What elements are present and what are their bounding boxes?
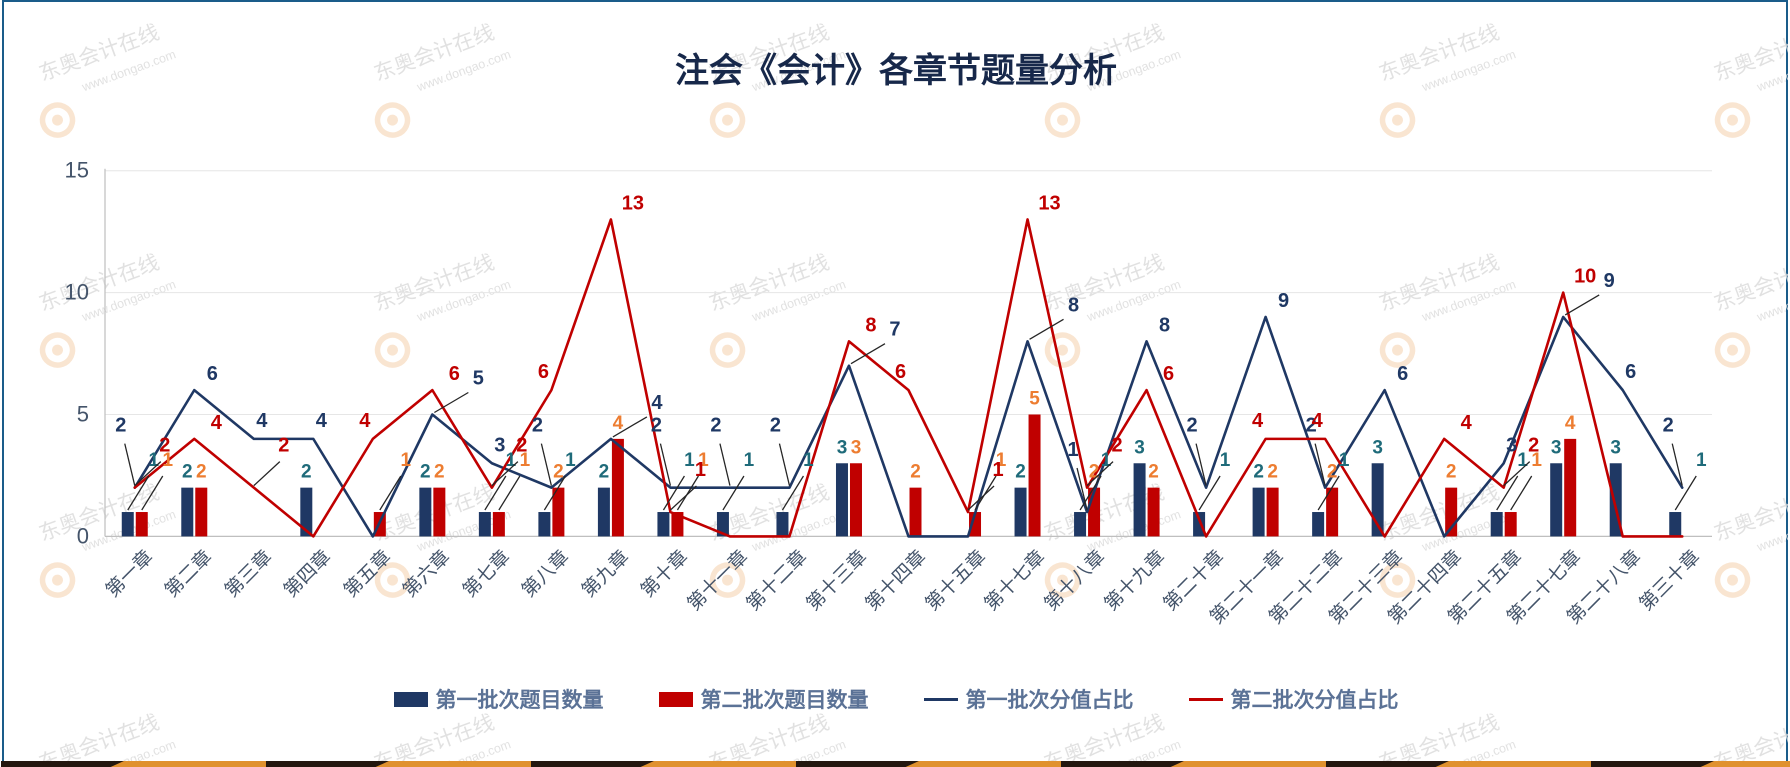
svg-text:3: 3: [1134, 437, 1145, 458]
svg-text:6: 6: [207, 363, 218, 385]
svg-text:2: 2: [1111, 435, 1122, 457]
svg-text:6: 6: [1397, 363, 1408, 385]
svg-text:2: 2: [434, 462, 445, 483]
svg-text:2: 2: [196, 462, 207, 483]
svg-text:1: 1: [684, 450, 695, 471]
svg-text:2: 2: [599, 462, 610, 483]
svg-text:2: 2: [420, 462, 431, 483]
svg-text:6: 6: [1625, 361, 1636, 383]
svg-text:13: 13: [622, 192, 644, 214]
svg-text:2: 2: [1253, 462, 1264, 483]
svg-text:4: 4: [256, 410, 268, 432]
svg-text:1: 1: [992, 459, 1003, 481]
svg-text:3: 3: [1506, 434, 1517, 456]
svg-text:2: 2: [115, 415, 126, 437]
svg-text:2: 2: [1446, 462, 1457, 483]
svg-text:2: 2: [182, 462, 193, 483]
svg-text:6: 6: [1163, 363, 1174, 385]
svg-text:4: 4: [211, 412, 223, 434]
svg-text:2: 2: [1015, 462, 1026, 483]
svg-text:3: 3: [1551, 437, 1562, 458]
svg-text:4: 4: [1461, 412, 1473, 434]
svg-text:2: 2: [1187, 415, 1198, 437]
svg-text:13: 13: [1038, 192, 1060, 214]
svg-text:3: 3: [494, 434, 505, 456]
svg-text:0: 0: [77, 523, 89, 548]
svg-text:9: 9: [1278, 290, 1289, 312]
svg-text:1: 1: [1220, 450, 1231, 471]
svg-text:2: 2: [159, 435, 170, 457]
svg-text:6: 6: [538, 361, 549, 383]
svg-text:2: 2: [1327, 462, 1338, 483]
svg-text:3: 3: [1372, 437, 1383, 458]
svg-text:1: 1: [1339, 450, 1350, 471]
svg-text:5: 5: [1029, 389, 1040, 410]
svg-text:15: 15: [65, 158, 89, 183]
svg-text:2: 2: [770, 415, 781, 437]
svg-text:2: 2: [1267, 462, 1278, 483]
svg-text:1: 1: [565, 450, 576, 471]
svg-text:1: 1: [744, 450, 755, 471]
svg-text:2: 2: [651, 415, 662, 437]
svg-text:1: 1: [1067, 439, 1078, 461]
svg-text:8: 8: [1159, 314, 1170, 336]
svg-text:4: 4: [359, 410, 371, 432]
svg-text:7: 7: [889, 319, 900, 341]
svg-text:4: 4: [1252, 410, 1264, 432]
svg-text:9: 9: [1604, 270, 1615, 292]
svg-text:6: 6: [895, 361, 906, 383]
svg-text:2: 2: [553, 462, 564, 483]
svg-text:3: 3: [851, 437, 862, 458]
svg-text:4: 4: [316, 410, 328, 432]
svg-text:2: 2: [516, 435, 527, 457]
svg-text:2: 2: [1663, 415, 1674, 437]
svg-text:1: 1: [401, 450, 412, 471]
svg-text:4: 4: [651, 392, 663, 414]
svg-text:4: 4: [1565, 413, 1576, 434]
svg-text:4: 4: [613, 413, 624, 434]
svg-text:4: 4: [1312, 410, 1324, 432]
svg-text:3: 3: [1610, 437, 1621, 458]
svg-text:1: 1: [695, 459, 706, 481]
svg-text:2: 2: [278, 435, 289, 457]
svg-text:1: 1: [803, 450, 814, 471]
svg-text:2: 2: [710, 415, 721, 437]
svg-text:2: 2: [1148, 462, 1159, 483]
svg-text:2: 2: [301, 462, 312, 483]
svg-text:2: 2: [910, 462, 921, 483]
svg-text:5: 5: [77, 402, 89, 427]
svg-text:3: 3: [837, 437, 848, 458]
svg-text:10: 10: [65, 280, 89, 305]
svg-text:2: 2: [1528, 435, 1539, 457]
svg-text:8: 8: [1068, 294, 1079, 316]
svg-text:8: 8: [865, 314, 876, 336]
svg-text:5: 5: [473, 368, 484, 390]
svg-text:2: 2: [532, 415, 543, 437]
svg-text:10: 10: [1574, 266, 1596, 288]
svg-text:1: 1: [1696, 450, 1707, 471]
svg-text:6: 6: [449, 363, 460, 385]
